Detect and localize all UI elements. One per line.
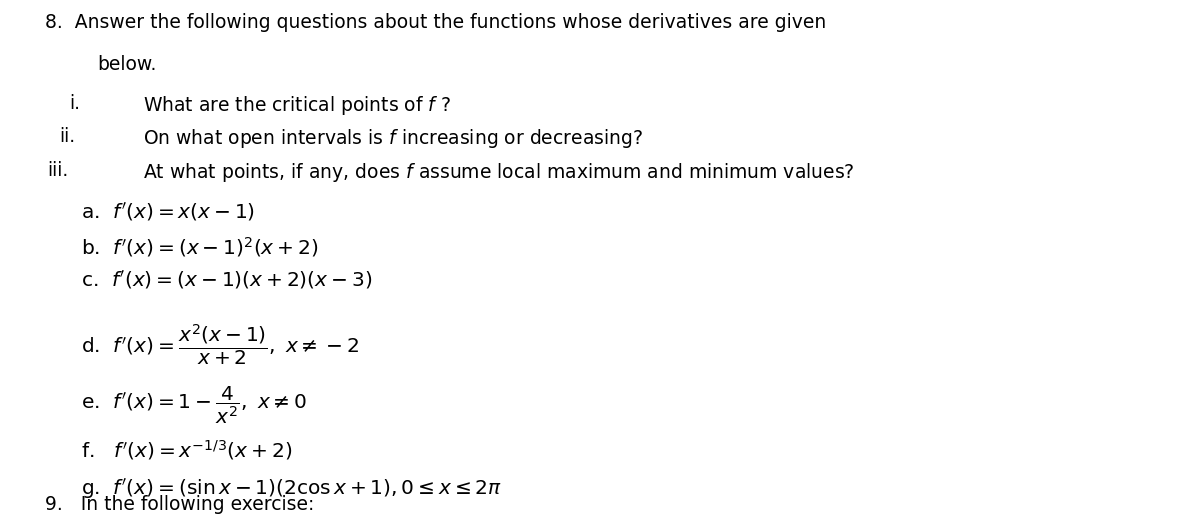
Text: 9.   In the following exercise:: 9. In the following exercise:: [45, 495, 314, 514]
Text: 8.  Answer the following questions about the functions whose derivatives are giv: 8. Answer the following questions about …: [45, 13, 827, 32]
Text: iii.: iii.: [48, 161, 69, 180]
Text: d.  $f'(x) = \dfrac{x^{2}(x-1)}{x+2},\ x \neq -2$: d. $f'(x) = \dfrac{x^{2}(x-1)}{x+2},\ x …: [81, 322, 359, 368]
Text: On what open intervals is $f$ increasing or decreasing?: On what open intervals is $f$ increasing…: [143, 127, 643, 150]
Text: e.  $f'(x) = 1 - \dfrac{4}{x^{2}},\ x \neq 0$: e. $f'(x) = 1 - \dfrac{4}{x^{2}},\ x \ne…: [81, 384, 307, 425]
Text: What are the critical points of $f$ ?: What are the critical points of $f$ ?: [143, 94, 451, 116]
Text: a.  $f'(x) = x(x - 1)$: a. $f'(x) = x(x - 1)$: [81, 201, 255, 224]
Text: c.  $f'(x) = (x - 1)(x + 2)(x - 3)$: c. $f'(x) = (x - 1)(x + 2)(x - 3)$: [81, 269, 372, 291]
Text: b.  $f'(x) = (x - 1)^{2}(x + 2)$: b. $f'(x) = (x - 1)^{2}(x + 2)$: [81, 235, 319, 259]
Text: below.: below.: [98, 55, 157, 74]
Text: ii.: ii.: [60, 127, 76, 147]
Text: f.   $f'(x) = x^{-1/3}(x + 2)$: f. $f'(x) = x^{-1/3}(x + 2)$: [81, 438, 292, 462]
Text: At what points, if any, does $f$ assume local maximum and minimum values?: At what points, if any, does $f$ assume …: [143, 161, 854, 184]
Text: g.  $f'(x) = (\sin x - 1)(2\cos x + 1),0 \leq x \leq 2\pi$: g. $f'(x) = (\sin x - 1)(2\cos x + 1),0 …: [81, 477, 502, 501]
Text: i.: i.: [69, 94, 80, 113]
